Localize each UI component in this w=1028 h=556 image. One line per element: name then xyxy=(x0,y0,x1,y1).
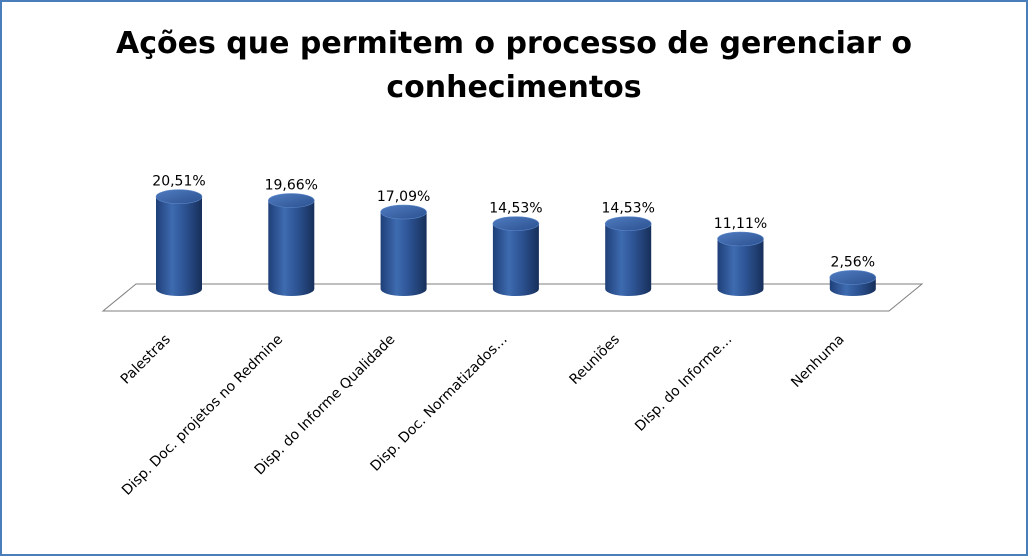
data-label: 2,56% xyxy=(831,254,875,270)
bar-body xyxy=(380,212,427,297)
bar-disp-doc-normatizados xyxy=(492,216,540,296)
data-label: 20,51% xyxy=(152,174,205,190)
bar-nenhuma xyxy=(829,270,877,297)
bar-top xyxy=(829,270,877,285)
bar-top xyxy=(604,216,652,231)
bar-reunioes xyxy=(604,216,652,297)
category-label: Reuniões xyxy=(567,332,623,388)
category-label: Disp. do Informe… xyxy=(632,332,735,435)
data-labels-group: 20,51% 19,66% 17,09% 14,53% 14,53% 11,11% 2,56… xyxy=(152,174,875,271)
bar-body xyxy=(717,239,764,297)
data-label: 14,53% xyxy=(602,201,655,217)
bar-body xyxy=(268,200,315,297)
data-label: 17,09% xyxy=(377,189,430,205)
bar-top xyxy=(492,216,540,231)
bar-disp-do-informe-qualidade xyxy=(380,204,427,297)
bar-disp-doc-projetos-no-redmine xyxy=(267,193,315,297)
bar-top xyxy=(380,204,427,220)
bar-top xyxy=(155,189,203,205)
bars-group xyxy=(155,189,877,297)
category-label: Disp. Doc. Normatizados… xyxy=(368,332,511,475)
data-label: 11,11% xyxy=(714,216,767,232)
bar-body xyxy=(605,223,652,297)
bar-palestras xyxy=(155,189,203,296)
bar-body xyxy=(156,196,202,296)
chart-title: Ações que permitem o processo de gerenci… xyxy=(0,22,1028,110)
category-label: Nenhuma xyxy=(788,332,847,391)
bar-disp-do-informe xyxy=(717,231,764,297)
chart-title-line-1: Ações que permitem o processo de gerenci… xyxy=(115,26,912,61)
bar-top xyxy=(717,231,764,247)
bar-top xyxy=(267,193,315,208)
category-label: Palestras xyxy=(118,332,174,388)
chart-title-line-2: conhecimentos xyxy=(386,70,642,105)
data-label: 14,53% xyxy=(489,201,542,217)
bar-body xyxy=(492,223,539,296)
data-label: 19,66% xyxy=(265,178,318,194)
